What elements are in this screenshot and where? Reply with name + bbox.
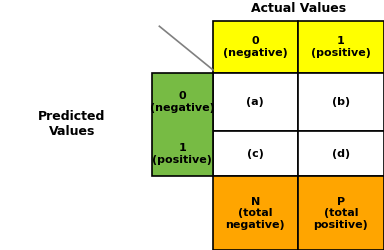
Bar	[298, 176, 384, 250]
Text: Actual Values: Actual Values	[251, 2, 346, 15]
Bar	[298, 131, 384, 176]
Text: 0
(negative): 0 (negative)	[150, 91, 215, 113]
Text: Predicted
Values: Predicted Values	[38, 110, 106, 138]
Bar	[213, 21, 298, 72]
Text: N
(total
negative): N (total negative)	[225, 196, 285, 230]
Text: (b): (b)	[332, 97, 350, 107]
Bar	[298, 21, 384, 72]
Text: 1
(positive): 1 (positive)	[152, 143, 212, 165]
Bar	[213, 72, 298, 131]
Bar	[152, 72, 213, 176]
Text: (d): (d)	[332, 149, 350, 159]
Bar	[213, 176, 298, 250]
Text: (c): (c)	[247, 149, 264, 159]
Text: (a): (a)	[247, 97, 264, 107]
Bar	[213, 131, 298, 176]
Text: 1
(positive): 1 (positive)	[311, 36, 371, 58]
Bar	[298, 72, 384, 131]
Text: 0
(negative): 0 (negative)	[223, 36, 288, 58]
Text: P
(total
positive): P (total positive)	[313, 196, 368, 230]
